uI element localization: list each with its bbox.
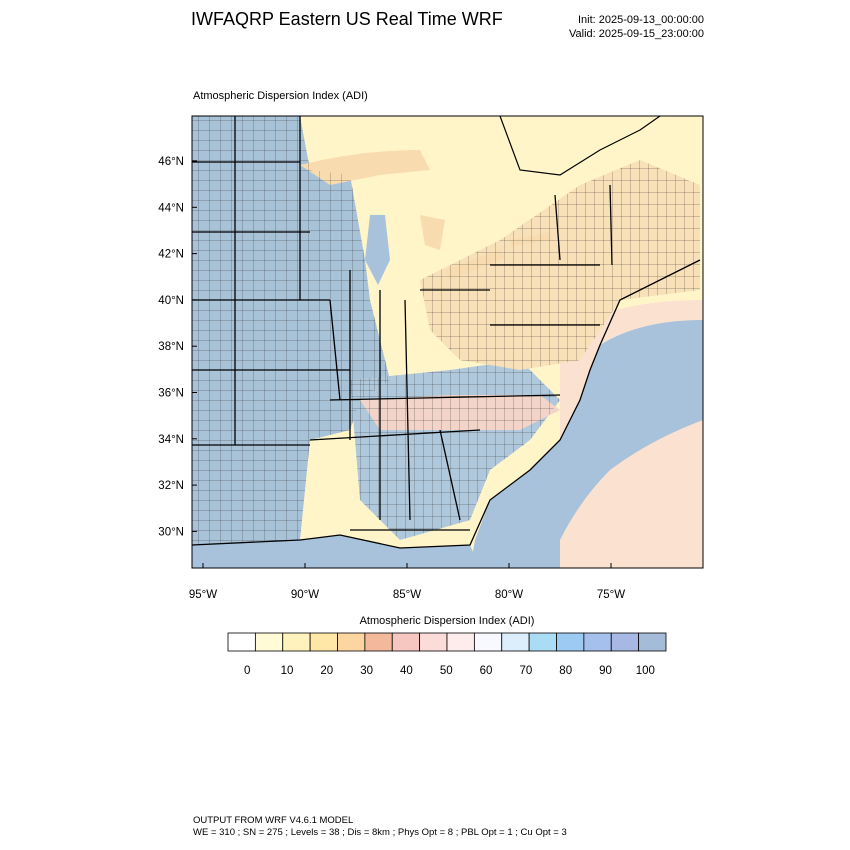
footer-model: OUTPUT FROM WRF V4.6.1 MODEL [193,815,354,826]
legend-title: Atmospheric Dispersion Index (ADI) [359,615,535,627]
colorbar-swatch [501,632,530,652]
lon-label: 95°W [189,589,217,601]
colorbar-swatch [556,632,585,652]
lat-label: 44°N [158,202,184,214]
colorbar-tick-label: 70 [519,665,532,677]
colorbar-tick-label: 10 [281,665,294,677]
colorbar-swatch [419,632,448,652]
run-times: Init: 2025-09-13_00:00:00 Valid: 2025-09… [540,13,704,41]
colorbar-swatch [446,632,475,652]
colorbar [227,632,667,652]
lat-label: 42°N [158,249,184,261]
lat-label: 38°N [158,341,184,353]
map-frame [191,115,704,569]
colorbar-swatch [337,632,366,652]
gulf-of-mexico [192,535,480,568]
lat-label: 32°N [158,480,184,492]
colorbar-swatch [473,632,503,652]
latitude-axis: 46°N 44°N 42°N 40°N 38°N 36°N 34°N 32°N 30°N [158,156,197,538]
colorbar-tick-label: 20 [320,665,333,677]
lon-label: 80°W [495,589,523,601]
plot-subtitle: Atmospheric Dispersion Index (ADI) [193,90,368,102]
county-lines-west [192,116,390,545]
colorbar-labels: 0 10 20 30 40 50 60 70 80 90 100 [244,665,655,677]
lat-label: 46°N [158,156,184,168]
lat-label: 34°N [158,434,184,446]
lon-label: 85°W [393,589,421,601]
lat-label: 40°N [158,295,184,307]
state-borders [192,116,613,531]
colorbar-swatch [610,632,640,652]
colorbar-swatch [391,632,421,652]
lon-label: 75°W [597,589,625,601]
colorbar-swatch [528,632,557,652]
map-area [192,116,703,568]
colorbar-swatch [282,632,311,652]
canada-border [499,116,661,176]
atlantic-ocean [470,320,703,568]
lat-label: 36°N [158,388,184,400]
init-time: Init: 2025-09-13_00:00:00 [578,14,704,26]
footer: OUTPUT FROM WRF V4.6.1 MODEL WE = 310 ; … [193,815,567,839]
colorbar-tick-label: 40 [400,665,413,677]
colorbar-tick-label: 30 [360,665,373,677]
longitude-axis: 95°W 90°W 85°W 80°W 75°W [189,563,625,601]
coastline [192,259,701,549]
colorbar-tick-label: 80 [559,665,572,677]
lake-michigan [365,215,390,285]
colorbar-swatch [227,632,256,652]
colorbar-tick-label: 60 [480,665,493,677]
lon-label: 90°W [291,589,319,601]
colorbar-swatch [583,632,612,652]
colorbar-tick-label: 100 [636,665,655,677]
lat-label: 30°N [158,526,184,538]
colorbar-tick-label: 90 [599,665,612,677]
colorbar-swatch [254,632,284,652]
colorbar-swatch [364,632,393,652]
colorbar-tick-label: 0 [244,665,250,677]
figure-title: IWFAQRP Eastern US Real Time WRF [191,9,503,29]
colorbar-swatch [638,632,667,652]
county-lines-east [350,160,700,540]
lake-huron [420,215,445,250]
colorbar-tick-label: 50 [440,665,453,677]
valid-time: Valid: 2025-09-15_23:00:00 [569,28,704,40]
colorbar-swatch [309,632,338,652]
footer-config: WE = 310 ; SN = 275 ; Levels = 38 ; Dis … [193,827,567,838]
